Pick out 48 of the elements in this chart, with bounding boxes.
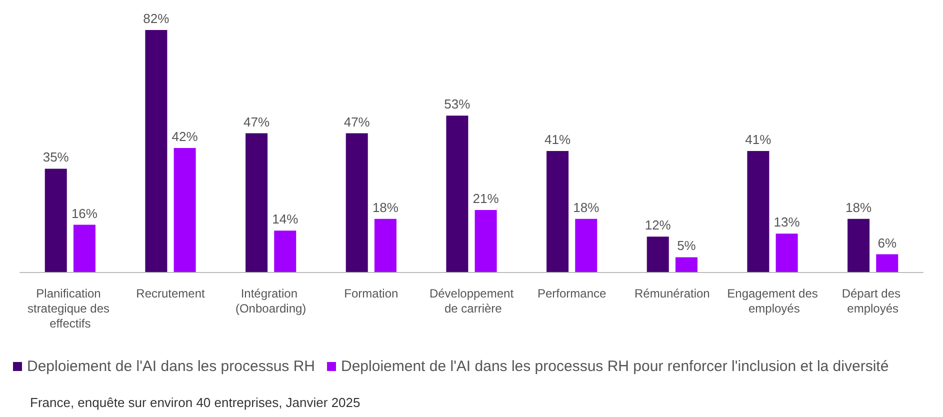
- data-label: 14%: [272, 212, 299, 227]
- data-label: 47%: [344, 114, 370, 130]
- bar: [546, 151, 569, 272]
- bar: [675, 257, 698, 272]
- data-label: 5%: [677, 238, 696, 254]
- data-label: 82%: [143, 11, 170, 26]
- x-tick-label: Recrutement: [136, 286, 206, 300]
- x-tick-label: Planification strategique des effectifs: [27, 286, 113, 330]
- bar: [646, 236, 669, 272]
- x-tick-label: Formation: [344, 286, 398, 300]
- legend-label: Deploiement de l'AI dans les processus RH pour renforcer l'inclusion et la diversité: [341, 358, 889, 375]
- x-tick-label: Engagement des employés: [727, 286, 818, 316]
- bar: [174, 148, 196, 272]
- data-label: 6%: [878, 235, 897, 250]
- bar: [876, 254, 898, 272]
- text: France, enquête sur environ 40 entreprises, Janvier 2025: [30, 395, 360, 410]
- x-tick-label: Performance: [537, 286, 607, 300]
- bar: [776, 234, 798, 272]
- data-label: 12%: [644, 218, 672, 233]
- legend-label: Deploiement de l'AI dans les processus RH: [27, 358, 316, 375]
- bar: [73, 224, 96, 272]
- bar: [848, 218, 870, 272]
- bar: [346, 133, 368, 272]
- data-label: 18%: [846, 200, 872, 215]
- data-label: 35%: [42, 150, 70, 165]
- data-label: 47%: [244, 114, 270, 130]
- x-tick-label: Développement de carrière: [429, 286, 514, 316]
- data-label: 53%: [444, 96, 471, 112]
- x-tick-label: Rémunération: [634, 286, 710, 300]
- data-label: 41%: [745, 132, 772, 147]
- bar: [44, 168, 67, 272]
- data-label: 13%: [774, 214, 800, 230]
- bar: [274, 230, 296, 272]
- bar: [474, 210, 497, 272]
- bar: [575, 218, 598, 272]
- bar: [374, 218, 396, 272]
- bar: [246, 133, 268, 272]
- bar: [145, 30, 168, 272]
- data-label: 18%: [372, 200, 399, 215]
- data-label: 42%: [172, 129, 198, 144]
- data-label: 18%: [573, 200, 600, 215]
- x-tick-label: Intégration (Onboarding): [235, 286, 306, 316]
- bar: [446, 116, 468, 272]
- data-label: 21%: [472, 191, 500, 206]
- x-tick-label: Départ des employés: [842, 286, 904, 316]
- data-label: 41%: [544, 132, 571, 147]
- data-label: 16%: [71, 206, 98, 221]
- bar: [747, 151, 770, 272]
